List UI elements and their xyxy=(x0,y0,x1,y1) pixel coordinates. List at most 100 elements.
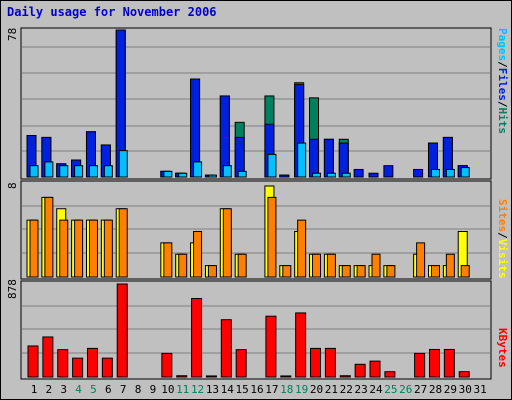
bar-pages-day-30 xyxy=(460,167,470,178)
legend-visits-sites: Sites/Visits xyxy=(496,199,509,279)
bar-sites-day-25 xyxy=(386,265,396,278)
bar-pages-day-29 xyxy=(445,168,455,178)
bar-kbytes-day-12 xyxy=(191,298,203,378)
bar-kbytes-day-11 xyxy=(176,375,188,378)
x-tick-label-day-22: 22 xyxy=(340,383,353,396)
panel2-max-label: 8 xyxy=(6,182,19,189)
bar-sites-day-13 xyxy=(207,265,217,278)
legend-pages: Pages xyxy=(496,28,509,62)
bar-kbytes-day-6 xyxy=(101,357,113,378)
legend-sep: / xyxy=(496,232,509,239)
bar-files-day-20 xyxy=(309,138,320,178)
x-tick-label-day-30: 30 xyxy=(459,383,472,396)
x-tick-label-day-27: 27 xyxy=(414,383,427,396)
bar-sites-day-7 xyxy=(118,208,128,278)
bar-kbytes-day-1 xyxy=(27,345,39,378)
x-tick-label-day-5: 5 xyxy=(90,383,97,396)
panel1-frame xyxy=(20,27,492,180)
x-tick-label-day-24: 24 xyxy=(369,383,383,396)
bar-pages-day-2 xyxy=(44,161,54,178)
bar-kbytes-day-10 xyxy=(161,352,173,378)
bar-kbytes-day-23 xyxy=(354,363,366,378)
legend-sep: / xyxy=(496,100,509,108)
bar-pages-day-11 xyxy=(178,172,188,178)
bar-files-day-24 xyxy=(368,172,379,178)
legend-hits: Hits xyxy=(496,107,509,135)
bar-sites-day-18 xyxy=(282,265,292,278)
bar-kbytes-day-4 xyxy=(72,357,84,378)
bar-kbytes-day-7 xyxy=(116,283,128,378)
bar-sites-day-3 xyxy=(59,219,69,278)
bar-kbytes-day-3 xyxy=(57,349,69,378)
bar-sites-day-4 xyxy=(74,219,84,278)
bar-kbytes-day-15 xyxy=(235,349,247,378)
bar-files-day-21 xyxy=(323,138,334,178)
x-tick-label-day-26: 26 xyxy=(399,383,412,396)
x-tick-label-day-8: 8 xyxy=(135,383,142,396)
bar-pages-day-15 xyxy=(237,170,247,178)
bar-pages-day-21 xyxy=(326,172,336,178)
bar-kbytes-day-25 xyxy=(384,371,396,378)
x-tick-label-day-4: 4 xyxy=(75,383,82,396)
bar-files-day-27 xyxy=(413,168,424,178)
bar-sites-day-21 xyxy=(326,253,336,278)
x-tick-label-day-13: 13 xyxy=(206,383,219,396)
bar-pages-day-4 xyxy=(74,165,84,178)
bar-pages-day-6 xyxy=(103,165,113,178)
bar-kbytes-day-14 xyxy=(220,319,232,378)
bar-pages-day-17 xyxy=(267,153,277,178)
legend-kbytes-label: KBytes xyxy=(496,328,509,368)
bar-kbytes-day-29 xyxy=(443,348,455,378)
legend-visits: Visits xyxy=(496,238,509,279)
x-tick-label-day-7: 7 xyxy=(120,383,127,396)
bar-kbytes-day-30 xyxy=(458,371,470,378)
x-tick-label-day-23: 23 xyxy=(355,383,368,396)
x-tick-label-day-18: 18 xyxy=(280,383,293,396)
bar-sites-day-19 xyxy=(297,219,307,278)
x-tick-label-day-14: 14 xyxy=(221,383,235,396)
bar-kbytes-day-17 xyxy=(265,315,277,378)
x-tick-label-day-21: 21 xyxy=(325,383,338,396)
x-tick-label-day-31: 31 xyxy=(473,383,486,396)
bar-kbytes-day-21 xyxy=(324,347,336,378)
bar-sites-day-27 xyxy=(416,242,426,278)
x-tick-label-day-10: 10 xyxy=(161,383,174,396)
bar-pages-day-13 xyxy=(207,174,217,178)
bar-files-day-18 xyxy=(279,174,290,178)
panel2-frame xyxy=(20,180,492,280)
x-tick-label-day-16: 16 xyxy=(250,383,263,396)
bar-sites-day-1 xyxy=(29,219,39,278)
bar-kbytes-day-22 xyxy=(339,375,351,378)
x-tick-label-day-17: 17 xyxy=(265,383,278,396)
panel1-max-label: 78 xyxy=(6,27,19,41)
x-tick-label-day-29: 29 xyxy=(444,383,457,396)
chart-title: Daily usage for November 2006 xyxy=(7,5,217,19)
bar-kbytes-day-28 xyxy=(428,348,440,378)
legend-files: Files xyxy=(496,67,509,101)
bar-pages-day-5 xyxy=(88,165,98,178)
x-tick-label-day-20: 20 xyxy=(310,383,323,396)
bar-pages-day-3 xyxy=(59,165,69,178)
bar-sites-day-14 xyxy=(222,208,232,278)
x-tick-label-day-6: 6 xyxy=(105,383,112,396)
bar-sites-day-30 xyxy=(460,265,470,278)
bar-sites-day-17 xyxy=(267,196,277,278)
bar-pages-day-12 xyxy=(193,161,203,178)
x-tick-label-day-9: 9 xyxy=(150,383,157,396)
bar-sites-day-29 xyxy=(445,253,455,278)
bar-pages-day-28 xyxy=(430,168,440,178)
bar-files-day-22 xyxy=(338,142,349,178)
bar-sites-day-28 xyxy=(430,265,440,278)
legend-sep: / xyxy=(496,61,509,68)
bar-kbytes-day-18 xyxy=(280,375,292,378)
bar-pages-day-14 xyxy=(222,165,232,178)
bar-sites-day-23 xyxy=(356,265,366,278)
x-tick-label-day-15: 15 xyxy=(236,383,249,396)
bar-kbytes-day-27 xyxy=(414,352,426,378)
legend-kbytes: KBytes xyxy=(496,328,509,368)
bar-sites-day-22 xyxy=(341,265,351,278)
bar-files-day-25 xyxy=(383,165,394,178)
x-tick-label-day-19: 19 xyxy=(295,383,308,396)
